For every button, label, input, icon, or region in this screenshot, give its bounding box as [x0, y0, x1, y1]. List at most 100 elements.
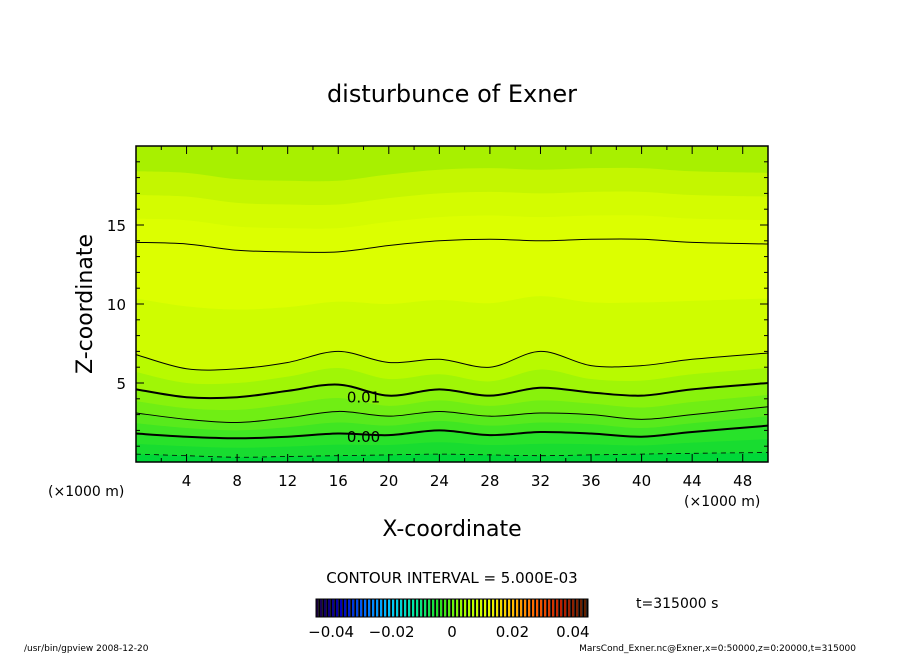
colorbar-gap	[326, 599, 328, 617]
colorbar-gap	[442, 599, 444, 617]
colorbar-stripe	[584, 599, 587, 617]
contour-line	[136, 424, 768, 440]
colorbar-gap	[474, 599, 476, 617]
x-tick-label: 28	[480, 472, 499, 490]
colorbar-stripe	[332, 599, 335, 617]
colorbar-stripe	[536, 599, 539, 617]
x-tick-label: 32	[531, 472, 550, 490]
colorbar-gap	[366, 599, 368, 617]
colorbar-stripe	[560, 599, 563, 617]
colorbar-gap	[354, 599, 356, 617]
chart-title: disturbunce of Exner	[327, 80, 577, 108]
colorbar-gap	[350, 599, 352, 617]
x-tick-label: 44	[683, 472, 702, 490]
colorbar-gap	[478, 599, 480, 617]
colorbar-gap	[450, 599, 452, 617]
colorbar-stripe	[420, 599, 423, 617]
colorbar-gap	[358, 599, 360, 617]
colorbar-stripe	[556, 599, 559, 617]
contour-interval: CONTOUR INTERVAL = 5.000E-03	[326, 569, 577, 587]
x-tick-label: 20	[379, 472, 398, 490]
colorbar-stripe	[452, 599, 455, 617]
colorbar-stripe	[488, 599, 491, 617]
colorbar-gap	[318, 599, 320, 617]
x-tick-label: 12	[278, 472, 297, 490]
colorbar-gap	[542, 599, 544, 617]
colorbar-stripe	[580, 599, 583, 617]
colorbar-stripe	[460, 599, 463, 617]
colorbar-stripe	[568, 599, 571, 617]
colorbar-gap	[418, 599, 420, 617]
colorbar-stripe	[412, 599, 415, 617]
x-tick-label: 4	[182, 472, 192, 490]
colorbar-gap	[546, 599, 548, 617]
colorbar-stripe	[444, 599, 447, 617]
colorbar-stripe	[324, 599, 327, 617]
colorbar-stripe	[432, 599, 435, 617]
x-unit-label-left: (×1000 m)	[48, 484, 124, 500]
colorbar-gap	[462, 599, 464, 617]
colorbar-stripe	[576, 599, 579, 617]
colorbar-gap	[426, 599, 428, 617]
colorbar-gap	[458, 599, 460, 617]
colorbar-stripe	[408, 599, 411, 617]
colorbar-gap	[446, 599, 448, 617]
colorbar-stripe	[392, 599, 395, 617]
colorbar-gap	[374, 599, 376, 617]
colorbar-stripe	[448, 599, 451, 617]
colorbar-gap	[378, 599, 380, 617]
colorbar-gap	[338, 599, 340, 617]
time-label: t=315000 s	[636, 596, 718, 612]
colorbar-stripe	[552, 599, 555, 617]
footer-left: /usr/bin/gpview 2008-12-20	[24, 644, 149, 654]
colorbar-stripe	[428, 599, 431, 617]
colorbar-gap	[454, 599, 456, 617]
colorbar-stripe	[500, 599, 503, 617]
fill-bands	[136, 167, 768, 462]
contour-label: 0.01	[347, 389, 380, 407]
x-tick-label: 24	[430, 472, 449, 490]
colorbar-stripe	[388, 599, 391, 617]
colorbar-stripe	[528, 599, 531, 617]
colorbar-gap	[534, 599, 536, 617]
colorbar-stripe	[340, 599, 343, 617]
colorbar-gap	[506, 599, 508, 617]
colorbar-gap	[486, 599, 488, 617]
x-axis-ticks: 4 8 12 16 20 24 28 32 36 40 44 48	[135, 146, 769, 490]
colorbar-stripe	[512, 599, 515, 617]
colorbar-stripe	[384, 599, 387, 617]
colorbar-gap	[510, 599, 512, 617]
x-tick-label: 40	[632, 472, 651, 490]
y-tick-label: 5	[116, 375, 126, 393]
colorbar-gap	[410, 599, 412, 617]
colorbar-gap	[470, 599, 472, 617]
colorbar-frame	[315, 598, 589, 618]
colorbar-gap	[406, 599, 408, 617]
colorbar-stripe	[380, 599, 383, 617]
colorbar-gap	[526, 599, 528, 617]
colorbar-stripe	[320, 599, 323, 617]
colorbar-gap	[422, 599, 424, 617]
colorbar-tick-label: 0.02	[496, 623, 529, 641]
colorbar-stripe	[364, 599, 367, 617]
contour-fill	[136, 146, 768, 462]
contour-line	[136, 406, 768, 424]
colorbar-gap	[334, 599, 336, 617]
colorbar-tick-label: 0	[447, 623, 457, 641]
colorbar-gap	[466, 599, 468, 617]
colorbar-gap	[402, 599, 404, 617]
colorbar-stripe	[344, 599, 347, 617]
colorbar-gap	[574, 599, 576, 617]
colorbar-gap	[514, 599, 516, 617]
colorbar-gap	[538, 599, 540, 617]
colorbar-gap	[394, 599, 396, 617]
colorbar-gap	[530, 599, 532, 617]
colorbar-stripe	[424, 599, 427, 617]
colorbar-stripe	[532, 599, 535, 617]
y-axis-ticks: 5 10 15	[107, 145, 768, 463]
colorbar-gap	[414, 599, 416, 617]
colorbar-gap	[382, 599, 384, 617]
colorbar-stripe	[504, 599, 507, 617]
y-axis-label: Z-coordinate	[73, 234, 98, 374]
